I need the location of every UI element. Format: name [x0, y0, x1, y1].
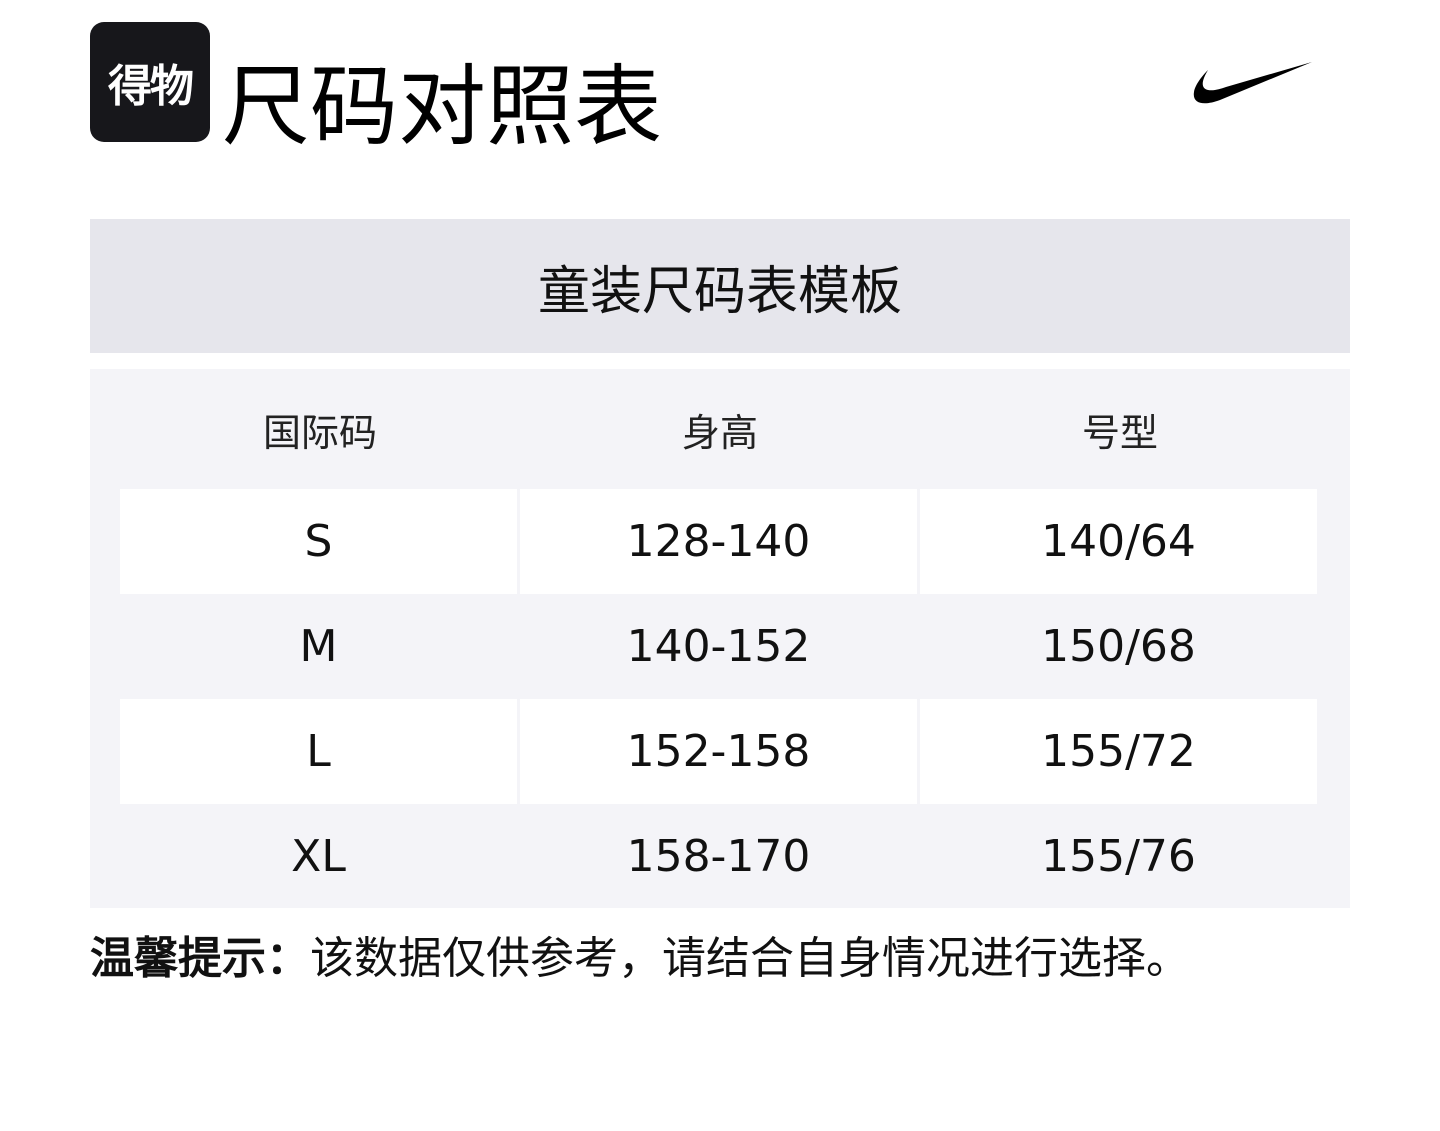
- table-cell: L: [120, 699, 517, 804]
- column-header: 国际码: [262, 410, 377, 455]
- tip-text: 该数据仅供参考，请结合自身情况进行选择。: [310, 933, 1190, 984]
- table-cell: XL: [291, 831, 346, 882]
- table-cell: 152-158: [520, 699, 917, 804]
- size-table: 国际码 身高 号型 S 128-140 140/64 M 140-152 150…: [90, 369, 1350, 908]
- table-row: M 140-152 150/68: [120, 594, 1320, 699]
- page-title: 尺码对照表: [222, 55, 663, 158]
- table-cell: 140/64: [920, 489, 1317, 594]
- logo-text: 得物: [108, 61, 194, 112]
- table-row: L 152-158 155/72: [120, 699, 1320, 804]
- tip-label: 温馨提示：: [90, 933, 310, 984]
- table-row: XL 158-170 155/76: [120, 804, 1320, 909]
- table-cell: 155/76: [1041, 831, 1196, 882]
- column-header: 号型: [1081, 410, 1158, 455]
- tip-note: 温馨提示：该数据仅供参考，请结合自身情况进行选择。: [90, 928, 1190, 990]
- table-cell: M: [299, 621, 338, 672]
- table-caption: 童装尺码表模板: [90, 219, 1350, 353]
- table-cell: 128-140: [520, 489, 917, 594]
- table-cell: 150/68: [1041, 621, 1196, 672]
- column-header: 身高: [681, 410, 758, 455]
- nike-swoosh-icon: [1193, 62, 1312, 104]
- dewu-logo: 得物: [90, 22, 210, 142]
- table-cell: 155/72: [920, 699, 1317, 804]
- table-cell: S: [120, 489, 517, 594]
- table-cell: 158-170: [626, 831, 811, 882]
- table-header-row: 国际码 身高 号型: [120, 369, 1320, 489]
- table-cell: 140-152: [626, 621, 811, 672]
- table-row: S 128-140 140/64: [120, 489, 1320, 594]
